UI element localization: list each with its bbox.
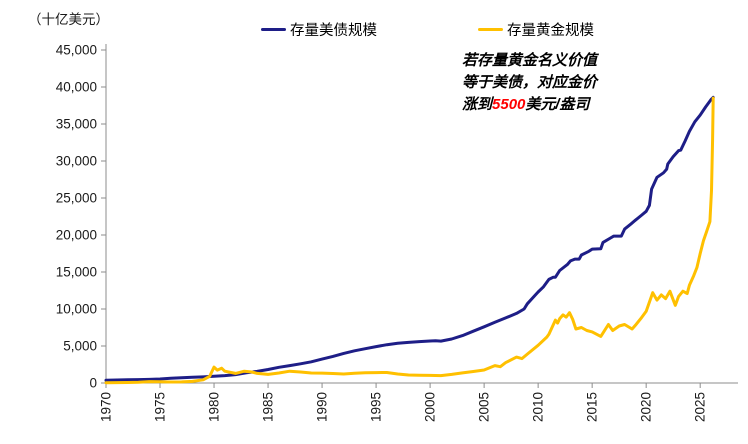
annotation-line3-suffix: 美元/盎司 — [525, 96, 590, 113]
y-axis-tick-label: 40,000 — [56, 80, 97, 95]
x-axis-tick-label: 1990 — [315, 392, 330, 422]
annotation-highlight: 5500 — [492, 96, 526, 113]
legend-label-gold: 存量黄金规模 — [507, 23, 594, 39]
x-axis-tick-label: 2000 — [423, 392, 438, 422]
y-axis-tick-label: 20,000 — [56, 228, 97, 243]
x-axis-tick-label: 1970 — [99, 392, 114, 422]
annotation-line3-prefix: 涨到 — [462, 96, 493, 113]
y-axis-tick-label: 30,000 — [56, 154, 97, 169]
y-axis-tick-label: 45,000 — [56, 43, 97, 58]
legend-item-gold: 存量黄金规模 — [478, 19, 594, 40]
x-axis-tick-label: 2020 — [639, 392, 654, 422]
x-axis-tick-label: 2005 — [477, 392, 492, 422]
gold-line — [104, 96, 715, 385]
y-axis-tick-label: 25,000 — [56, 191, 97, 206]
legend-label-us-debt: 存量美债规模 — [290, 23, 377, 39]
y-axis-tick-label: 35,000 — [56, 117, 97, 132]
y-axis-tick-label: 10,000 — [56, 302, 97, 317]
annotation-note: 若存量黄金名义价值 等于美债，对应金价 涨到5500美元/盎司 — [462, 50, 672, 116]
annotation-line2: 等于美债，对应金价 — [462, 74, 598, 91]
y-axis-tick-label: 15,000 — [56, 265, 97, 280]
x-axis-tick-label: 2025 — [693, 392, 708, 422]
x-axis-tick-label: 2010 — [531, 392, 546, 422]
x-axis-tick-label: 1995 — [369, 392, 384, 422]
y-axis-tick-label: 0 — [89, 376, 97, 391]
annotation-line1: 若存量黄金名义价值 — [462, 52, 598, 69]
x-axis-tick-label: 1980 — [207, 392, 222, 422]
us-debt-line — [104, 95, 715, 382]
x-axis-tick-label: 1985 — [261, 392, 276, 422]
gold-line-swatch-icon — [478, 27, 503, 32]
legend-item-us-debt: 存量美债规模 — [261, 19, 377, 40]
x-axis-tick-label: 1975 — [153, 392, 168, 422]
us-debt-line-swatch-icon — [261, 27, 286, 32]
y-axis-unit-label: （十亿美元） — [28, 12, 109, 27]
x-axis-tick-label: 2015 — [585, 392, 600, 422]
y-axis-tick-label: 5,000 — [63, 339, 97, 354]
